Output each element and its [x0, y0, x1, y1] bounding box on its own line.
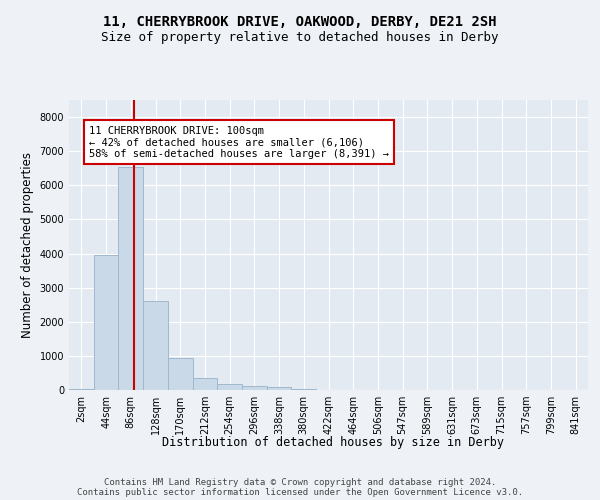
Text: Distribution of detached houses by size in Derby: Distribution of detached houses by size … — [162, 436, 504, 449]
Bar — [193, 378, 217, 390]
Text: 11, CHERRYBROOK DRIVE, OAKWOOD, DERBY, DE21 2SH: 11, CHERRYBROOK DRIVE, OAKWOOD, DERBY, D… — [103, 16, 497, 30]
Bar — [168, 358, 193, 390]
Bar — [242, 386, 267, 390]
Text: 11 CHERRYBROOK DRIVE: 100sqm
← 42% of detached houses are smaller (6,106)
58% of: 11 CHERRYBROOK DRIVE: 100sqm ← 42% of de… — [89, 126, 389, 159]
Bar — [69, 389, 94, 390]
Bar — [118, 166, 143, 390]
Y-axis label: Number of detached properties: Number of detached properties — [21, 152, 34, 338]
Bar — [292, 389, 316, 390]
Text: Size of property relative to detached houses in Derby: Size of property relative to detached ho… — [101, 31, 499, 44]
Bar — [143, 302, 168, 390]
Bar — [267, 388, 292, 390]
Bar — [217, 384, 242, 390]
Text: Contains HM Land Registry data © Crown copyright and database right 2024.
Contai: Contains HM Land Registry data © Crown c… — [77, 478, 523, 497]
Bar — [94, 255, 118, 390]
